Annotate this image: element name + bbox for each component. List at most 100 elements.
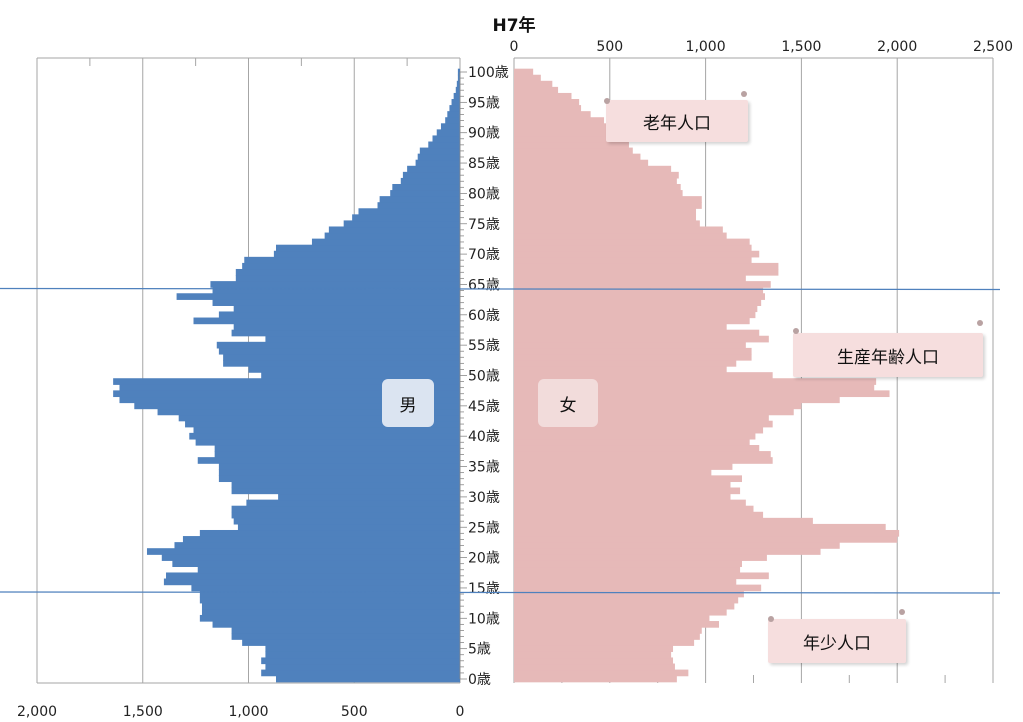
female-bar bbox=[514, 426, 764, 434]
age-label: 100歳 bbox=[468, 65, 509, 81]
male-bar bbox=[218, 469, 460, 476]
female-bar bbox=[514, 129, 618, 137]
male-bar bbox=[275, 675, 460, 683]
female-bar bbox=[514, 190, 683, 197]
female-bar bbox=[514, 281, 771, 288]
female-bar bbox=[514, 390, 890, 398]
male-bar bbox=[231, 633, 460, 640]
female-x-tick-label: 1,500 bbox=[781, 39, 821, 55]
female-bar bbox=[514, 226, 723, 234]
male-bar bbox=[328, 226, 460, 234]
male-bar bbox=[199, 529, 461, 537]
male-bar bbox=[265, 651, 460, 659]
female-bar bbox=[514, 548, 821, 555]
working-callout-pin-2 bbox=[793, 328, 799, 334]
female-bar bbox=[514, 153, 641, 161]
female-bar bbox=[514, 177, 677, 185]
male-bar bbox=[201, 608, 460, 616]
male-bar bbox=[161, 554, 460, 561]
male-bar bbox=[392, 183, 460, 191]
age-label: 20歳 bbox=[468, 551, 500, 567]
female-bar bbox=[514, 293, 765, 300]
age-label: 0歳 bbox=[468, 672, 491, 688]
female-bar bbox=[514, 141, 629, 149]
age-label: 10歳 bbox=[468, 611, 500, 627]
female-bar bbox=[514, 311, 756, 319]
female-bar bbox=[514, 487, 741, 495]
male-bar bbox=[199, 596, 461, 604]
male-bar bbox=[231, 505, 460, 513]
female-bar bbox=[514, 262, 779, 270]
male-bar bbox=[174, 542, 460, 549]
male-bar bbox=[178, 414, 460, 422]
female-bar bbox=[514, 299, 762, 306]
male-bar bbox=[358, 208, 460, 215]
youth-callout: 年少人口 bbox=[768, 619, 906, 663]
female-bar bbox=[514, 602, 735, 610]
working-callout-pin bbox=[977, 320, 983, 326]
male-bar bbox=[157, 408, 460, 416]
male-bar bbox=[214, 451, 460, 458]
male-bar bbox=[237, 523, 460, 531]
female-bar bbox=[514, 256, 752, 264]
male-bar bbox=[231, 627, 460, 634]
age-zone-line bbox=[0, 287, 1001, 291]
male-bar bbox=[440, 123, 460, 130]
male-bar bbox=[193, 317, 460, 325]
female-bar bbox=[514, 159, 649, 167]
age-label: 45歳 bbox=[468, 399, 500, 415]
female-bar bbox=[514, 220, 700, 228]
age-label: 5歳 bbox=[468, 642, 491, 658]
female-bar bbox=[514, 238, 750, 246]
male-bar bbox=[231, 481, 460, 489]
age-label: 30歳 bbox=[468, 490, 500, 506]
male-bar bbox=[195, 438, 460, 446]
male-bar bbox=[261, 657, 460, 665]
male-bar bbox=[379, 196, 460, 203]
male-bar bbox=[216, 341, 460, 349]
male-bar bbox=[176, 293, 460, 300]
male-bar bbox=[273, 250, 460, 258]
female-x-tick-label: 1,000 bbox=[686, 39, 726, 55]
male-bar bbox=[193, 426, 460, 434]
male-bar bbox=[407, 165, 460, 173]
male-bar bbox=[197, 457, 461, 464]
male-bar bbox=[212, 621, 460, 628]
female-bar bbox=[514, 202, 702, 209]
age-label: 15歳 bbox=[468, 581, 500, 597]
age-label: 60歳 bbox=[468, 308, 500, 324]
female-x-tick-label: 2,000 bbox=[877, 39, 917, 55]
female-bar bbox=[514, 511, 764, 519]
female-x-tick-label: 0 bbox=[510, 39, 519, 55]
male-bar bbox=[456, 80, 460, 88]
elderly-callout-pin-2 bbox=[604, 98, 610, 104]
female-bar bbox=[514, 475, 743, 483]
male-bar bbox=[210, 281, 460, 288]
female-bar bbox=[514, 384, 875, 391]
age-label: 65歳 bbox=[468, 277, 500, 293]
male-bar bbox=[402, 171, 460, 179]
female-bar bbox=[514, 669, 689, 677]
youth-callout-pin-2 bbox=[768, 616, 774, 622]
male-bar bbox=[233, 305, 460, 313]
male-bar bbox=[218, 347, 460, 355]
male-bar bbox=[449, 105, 460, 112]
female-bar bbox=[514, 378, 877, 385]
female-bar bbox=[514, 566, 741, 574]
female-bar bbox=[514, 86, 559, 94]
female-bar bbox=[514, 366, 727, 373]
female-bar bbox=[514, 111, 591, 118]
male-bar bbox=[119, 384, 461, 391]
female-bar bbox=[514, 590, 744, 598]
female-bar bbox=[514, 317, 750, 325]
male-bar bbox=[428, 141, 460, 149]
male-bar bbox=[278, 493, 460, 501]
age-label: 25歳 bbox=[468, 520, 500, 536]
female-bar bbox=[514, 135, 626, 143]
male-x-tick-label: 2,000 bbox=[17, 704, 57, 720]
male-bar bbox=[235, 275, 460, 282]
male-x-tick-label: 1,500 bbox=[123, 704, 163, 720]
male-bar bbox=[457, 68, 460, 76]
female-bar bbox=[514, 578, 737, 586]
female-bar bbox=[514, 536, 898, 543]
